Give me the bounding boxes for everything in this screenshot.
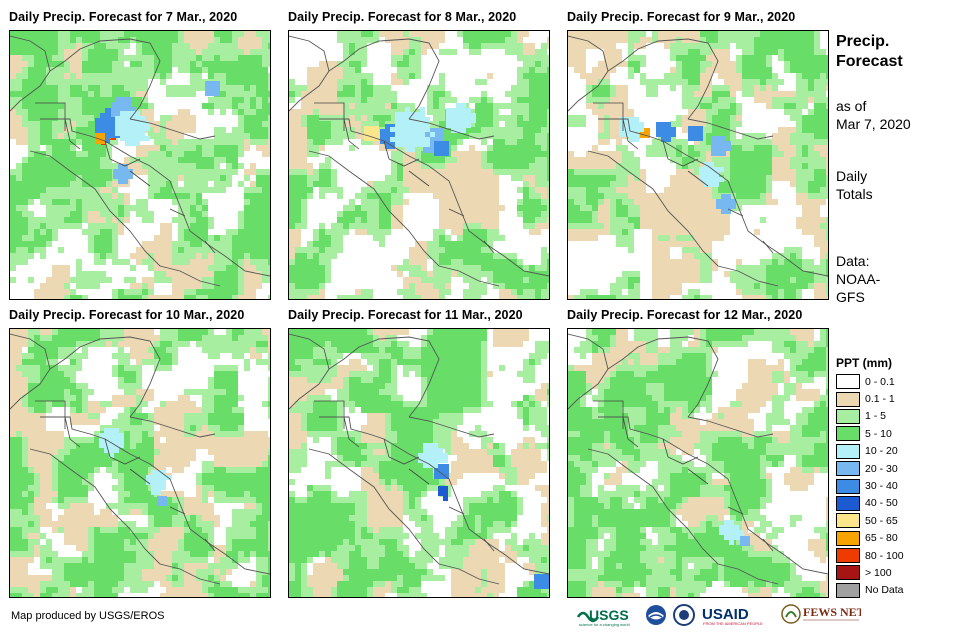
legend-swatch [836, 408, 860, 424]
side-title-line1: Precip. [836, 33, 890, 50]
legend-swatch [836, 391, 860, 407]
usgs-logo: USGS science for a changing world [577, 607, 630, 627]
legend: PPT (mm) 0 - 0.1 0.1 - 1 1 - 5 5 - 10 10 - 2… [836, 356, 904, 599]
legend-label: 40 - 50 [865, 497, 898, 510]
legend-item: 50 - 65 [836, 512, 904, 529]
legend-swatch [836, 443, 860, 459]
legend-label: 5 - 10 [865, 427, 892, 440]
precip-map [288, 30, 550, 300]
legend-swatch [836, 374, 860, 390]
legend-label: 65 - 80 [865, 532, 898, 545]
as-of-value: Mar 7, 2020 [836, 116, 911, 132]
legend-label: 80 - 100 [865, 549, 904, 562]
legend-item: 1 - 5 [836, 408, 904, 425]
partner-logos: USGS science for a changing world USAID … [577, 600, 861, 630]
legend-label: No Data [865, 584, 904, 597]
data-label: Data: [836, 253, 870, 269]
legend-item: 65 - 80 [836, 530, 904, 547]
forecast-panel-5: Daily Precip. Forecast for 11 Mar., 2020 [288, 308, 550, 598]
legend-label: 1 - 5 [865, 410, 887, 423]
forecast-panel-3: Daily Precip. Forecast for 9 Mar., 2020 [567, 10, 829, 300]
forecast-panel-2: Daily Precip. Forecast for 8 Mar., 2020 [288, 10, 550, 300]
legend-label: > 100 [865, 566, 892, 579]
legend-swatch [836, 426, 860, 442]
usaid-logo: USAID FROM THE AMERICAN PEOPLE [702, 606, 763, 626]
panel-title: Daily Precip. Forecast for 10 Mar., 2020 [9, 308, 245, 322]
legend-label: 10 - 20 [865, 445, 898, 458]
legend-item: 40 - 50 [836, 495, 904, 512]
legend-swatch [836, 478, 860, 494]
legend-item: 20 - 30 [836, 460, 904, 477]
legend-title: PPT (mm) [836, 356, 893, 370]
precip-map [567, 328, 829, 598]
totals-label: Totals [836, 186, 873, 202]
legend-item: > 100 [836, 564, 904, 581]
legend-label: 50 - 65 [865, 514, 898, 527]
side-title-line2: Forecast [836, 53, 903, 70]
side-title: Precip. Forecast [836, 32, 903, 72]
legend-swatch [836, 495, 860, 511]
legend-swatch [836, 530, 860, 546]
legend-label: 30 - 40 [865, 480, 898, 493]
panel-title: Daily Precip. Forecast for 8 Mar., 2020 [288, 10, 517, 24]
legend-swatch [836, 461, 860, 477]
noaa-logo [646, 605, 666, 625]
legend-item: 0.1 - 1 [836, 390, 904, 407]
precip-map [9, 30, 271, 300]
forecast-panel-6: Daily Precip. Forecast for 12 Mar., 2020 [567, 308, 829, 598]
legend-label: 20 - 30 [865, 462, 898, 475]
forecast-panel-4: Daily Precip. Forecast for 10 Mar., 2020 [9, 308, 271, 598]
precip-map [288, 328, 550, 598]
precip-map [567, 30, 829, 300]
legend-item: No Data [836, 582, 904, 599]
forecast-panel-1: Daily Precip. Forecast for 7 Mar., 2020 [9, 10, 271, 300]
panel-title: Daily Precip. Forecast for 9 Mar., 2020 [567, 10, 796, 24]
dos-seal-logo [673, 604, 695, 626]
as-of-label: as of [836, 98, 867, 114]
panel-title: Daily Precip. Forecast for 11 Mar., 2020 [288, 308, 523, 322]
panel-title: Daily Precip. Forecast for 12 Mar., 2020 [567, 308, 803, 322]
precip-map [9, 328, 271, 598]
legend-label: 0.1 - 1 [865, 393, 895, 406]
legend-item: 0 - 0.1 [836, 373, 904, 390]
map-credit: Map produced by USGS/EROS [11, 610, 165, 622]
daily-label: Daily [836, 168, 868, 184]
fews-net-logo: FEWS NET [781, 604, 861, 624]
panel-title: Daily Precip. Forecast for 7 Mar., 2020 [9, 10, 238, 24]
legend-swatch [836, 582, 860, 598]
legend-swatch [836, 548, 860, 564]
data-source-line1: NOAA- [836, 271, 881, 287]
legend-item: 30 - 40 [836, 477, 904, 494]
legend-label: 0 - 0.1 [865, 375, 895, 388]
data-source: Data: NOAA- GFS [836, 252, 880, 306]
as-of-date: as of Mar 7, 2020 [836, 97, 911, 133]
legend-item: 80 - 100 [836, 547, 904, 564]
legend-swatch [836, 513, 860, 529]
legend-item: 10 - 20 [836, 443, 904, 460]
legend-item: 5 - 10 [836, 425, 904, 442]
data-source-line2: GFS [836, 289, 865, 305]
daily-totals-note: Daily Totals [836, 167, 873, 203]
legend-swatch [836, 565, 860, 581]
